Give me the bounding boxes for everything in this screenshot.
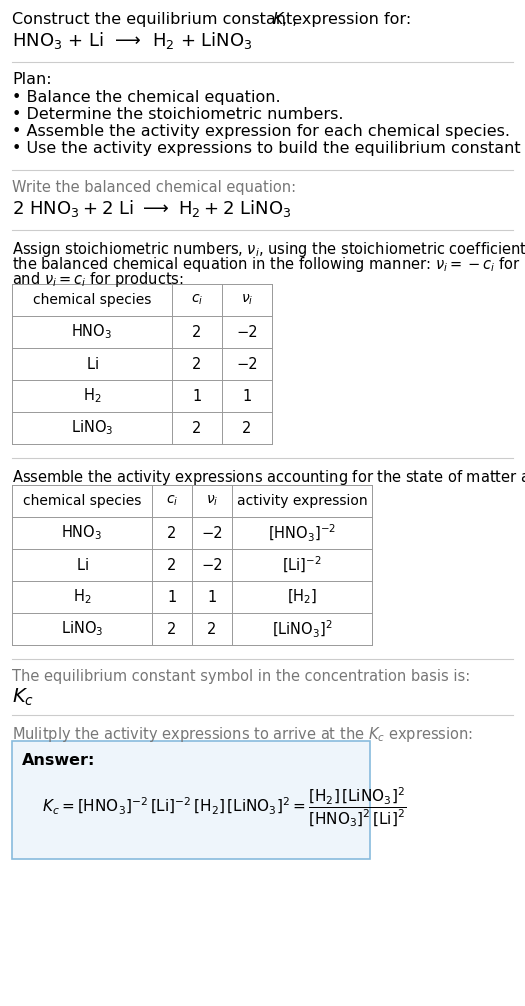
Text: −2: −2 (201, 557, 223, 572)
Text: $\mathit{\nu}_i$: $\mathit{\nu}_i$ (206, 494, 218, 508)
Text: Assemble the activity expressions accounting for the state of matter and $\mathi: Assemble the activity expressions accoun… (12, 468, 525, 487)
Text: , expression for:: , expression for: (282, 12, 411, 27)
Text: Construct the equilibrium constant,: Construct the equilibrium constant, (12, 12, 302, 27)
Bar (12, 284, 272, 444)
Text: $\mathit{\nu}_i$: $\mathit{\nu}_i$ (241, 293, 253, 307)
Text: • Determine the stoichiometric numbers.: • Determine the stoichiometric numbers. (12, 107, 343, 122)
Text: $\mathit{K}_c = [\mathrm{HNO_3}]^{-2}\,[\mathrm{Li}]^{-2}\,[\mathrm{H_2}]\,[\mat: $\mathit{K}_c = [\mathrm{HNO_3}]^{-2}\,[… (42, 785, 406, 829)
Text: $\mathrm{H_2}$: $\mathrm{H_2}$ (83, 386, 101, 405)
Text: 1: 1 (192, 388, 202, 403)
Text: $\mathit{K}_c$: $\mathit{K}_c$ (12, 687, 34, 708)
Text: 2: 2 (207, 622, 217, 637)
Text: −2: −2 (201, 525, 223, 540)
Text: • Assemble the activity expression for each chemical species.: • Assemble the activity expression for e… (12, 124, 510, 139)
Text: • Balance the chemical equation.: • Balance the chemical equation. (12, 90, 281, 105)
Text: $\mathrm{Li}$: $\mathrm{Li}$ (76, 557, 88, 573)
Text: $\mathregular{2\ HNO_3 + 2\ Li \ \longrightarrow \ H_2 + 2\ LiNO_3}$: $\mathregular{2\ HNO_3 + 2\ Li \ \longri… (12, 198, 291, 219)
Text: −2: −2 (236, 325, 258, 339)
Text: −2: −2 (236, 356, 258, 371)
Text: 2: 2 (192, 421, 202, 436)
Text: $\mathrm{HNO_3}$: $\mathrm{HNO_3}$ (61, 524, 102, 542)
Text: $\mathit{c}_i$: $\mathit{c}_i$ (166, 494, 178, 508)
Text: the balanced chemical equation in the following manner: $\mathit{\nu}_i = -\math: the balanced chemical equation in the fo… (12, 255, 525, 274)
FancyBboxPatch shape (12, 741, 370, 859)
Text: $\mathrm{H_2}$: $\mathrm{H_2}$ (73, 588, 91, 607)
Text: 2: 2 (167, 557, 177, 572)
Text: • Use the activity expressions to build the equilibrium constant expression.: • Use the activity expressions to build … (12, 141, 525, 156)
Text: 1: 1 (207, 590, 217, 605)
Text: and $\mathit{\nu}_i = \mathit{c}_i$ for products:: and $\mathit{\nu}_i = \mathit{c}_i$ for … (12, 270, 184, 289)
Text: 1: 1 (243, 388, 251, 403)
Text: $\mathrm{LiNO_3}$: $\mathrm{LiNO_3}$ (71, 418, 113, 438)
Text: K: K (273, 12, 284, 27)
Text: chemical species: chemical species (23, 494, 141, 508)
Text: 2: 2 (192, 325, 202, 339)
Text: $\mathregular{HNO_3}$ + Li  ⟶  $\mathregular{H_2}$ + $\mathregular{LiNO_3}$: $\mathregular{HNO_3}$ + Li ⟶ $\mathregul… (12, 30, 253, 51)
Text: Plan:: Plan: (12, 72, 51, 87)
Text: $\mathrm{LiNO_3}$: $\mathrm{LiNO_3}$ (61, 620, 103, 639)
Text: 2: 2 (243, 421, 251, 436)
Text: Assign stoichiometric numbers, $\mathit{\nu}_i$, using the stoichiometric coeffi: Assign stoichiometric numbers, $\mathit{… (12, 240, 525, 259)
Text: $[\mathrm{Li}]^{-2}$: $[\mathrm{Li}]^{-2}$ (282, 555, 322, 575)
Text: Answer:: Answer: (22, 753, 96, 768)
Text: $[\mathrm{H_2}]$: $[\mathrm{H_2}]$ (287, 588, 317, 607)
Text: $\mathrm{Li}$: $\mathrm{Li}$ (86, 356, 99, 372)
Text: $\mathit{c}_i$: $\mathit{c}_i$ (191, 293, 203, 307)
Bar (12, 485, 372, 645)
Text: 2: 2 (167, 525, 177, 540)
Text: 2: 2 (192, 356, 202, 371)
Text: $[\mathrm{LiNO_3}]^2$: $[\mathrm{LiNO_3}]^2$ (271, 619, 332, 640)
Text: The equilibrium constant symbol in the concentration basis is:: The equilibrium constant symbol in the c… (12, 669, 470, 684)
Text: $[\mathrm{HNO_3}]^{-2}$: $[\mathrm{HNO_3}]^{-2}$ (268, 522, 336, 543)
Text: 2: 2 (167, 622, 177, 637)
Text: $\mathrm{HNO_3}$: $\mathrm{HNO_3}$ (71, 323, 113, 341)
Text: chemical species: chemical species (33, 293, 151, 307)
Text: Mulitply the activity expressions to arrive at the $\mathit{K}_c$ expression:: Mulitply the activity expressions to arr… (12, 725, 473, 744)
Text: 1: 1 (167, 590, 176, 605)
Text: activity expression: activity expression (237, 494, 368, 508)
Text: Write the balanced chemical equation:: Write the balanced chemical equation: (12, 180, 296, 195)
